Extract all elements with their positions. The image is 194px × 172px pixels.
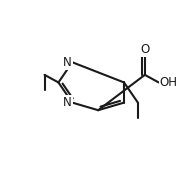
Text: O: O: [140, 43, 149, 56]
Text: N: N: [63, 56, 72, 69]
Text: OH: OH: [160, 76, 178, 89]
Text: N: N: [63, 96, 72, 109]
